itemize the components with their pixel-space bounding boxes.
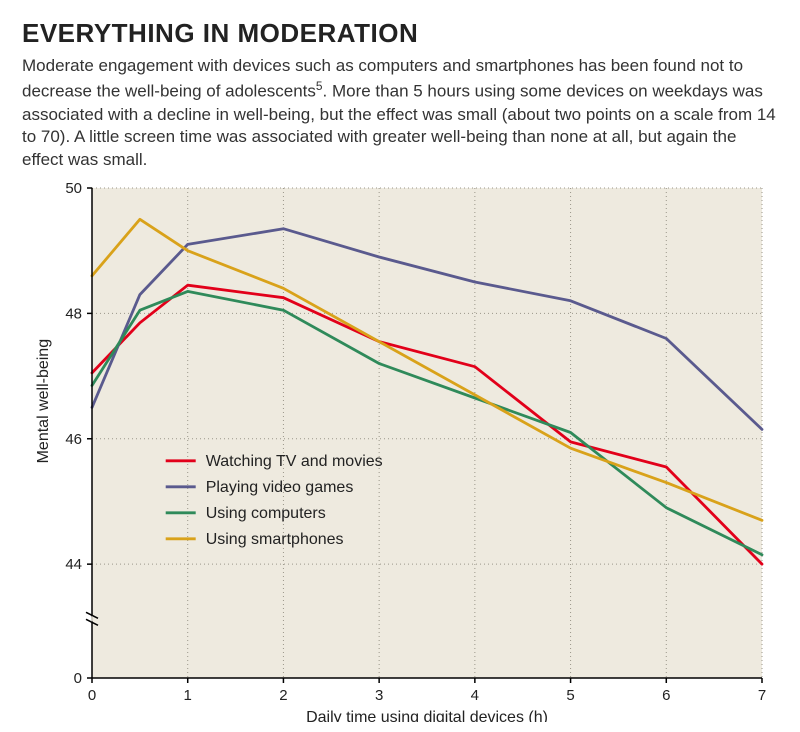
svg-text:Using computers: Using computers [206,505,326,522]
svg-text:6: 6 [662,687,670,704]
page-title: EVERYTHING IN MODERATION [22,18,778,49]
svg-text:Mental well-being: Mental well-being [35,339,52,464]
svg-text:Playing video games: Playing video games [206,479,354,496]
svg-text:50: 50 [65,182,82,197]
svg-text:46: 46 [65,431,82,448]
svg-text:0: 0 [74,670,82,687]
wellbeing-chart: 44 46 48 50 00 1 2 3 4 5 6 7 Mental well-being Daily … [22,182,778,722]
svg-text:48: 48 [65,306,82,323]
svg-text:Daily time using digital devic: Daily time using digital devices (h) [306,709,548,722]
subtitle: Moderate engagement with devices such as… [22,55,778,172]
line-chart-svg: 44 46 48 50 00 1 2 3 4 5 6 7 Mental well-being Daily … [22,182,778,722]
svg-text:2: 2 [279,687,287,704]
svg-text:Using smartphones: Using smartphones [206,531,344,548]
svg-text:Watching TV and movies: Watching TV and movies [206,453,383,470]
svg-text:44: 44 [65,556,82,573]
svg-text:7: 7 [758,687,766,704]
svg-text:3: 3 [375,687,383,704]
svg-text:1: 1 [184,687,192,704]
svg-text:5: 5 [566,687,574,704]
svg-text:0: 0 [88,687,96,704]
svg-text:4: 4 [471,687,479,704]
